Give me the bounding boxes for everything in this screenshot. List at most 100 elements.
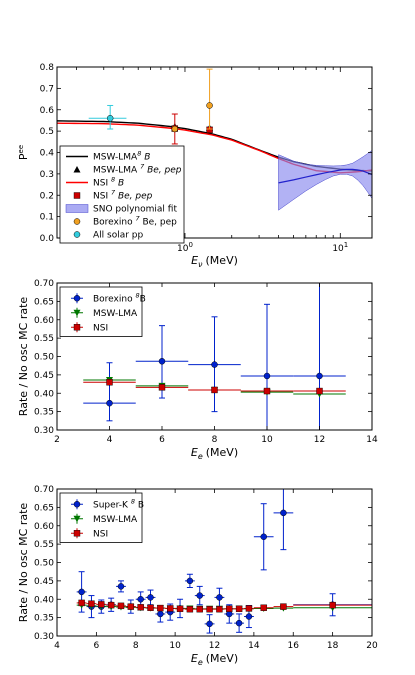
data-point — [253, 503, 274, 571]
legend-label: All solar pp — [93, 231, 144, 241]
y-tick-label: 0.50 — [34, 353, 54, 363]
legend-label: NSI — [93, 529, 108, 539]
y-tick-label: 0.30 — [34, 426, 54, 436]
y-tick-label: 0.45 — [34, 577, 54, 587]
data-point — [83, 362, 136, 422]
legend-item: SNO polynomial fit — [65, 204, 177, 215]
legend: Borexino 8B MSW-LMA NSI — [59, 286, 146, 337]
marker — [316, 372, 323, 380]
legend-marker — [73, 501, 81, 508]
legend-band — [65, 204, 89, 213]
legend-item: MSW-LMA — [71, 307, 138, 319]
legend-marker — [73, 324, 81, 331]
marker — [263, 387, 271, 395]
data-point — [175, 605, 185, 613]
x-axis-label: Ee (MeV) — [191, 652, 238, 667]
x-tick-label: 4 — [107, 435, 113, 445]
marker — [117, 602, 125, 610]
data-point — [206, 68, 213, 130]
marker — [206, 605, 213, 613]
chart-panel-1: 0.0 0.1 0.2 0.3 0.4 0.5 0.6 0.7 0.8 100 101 Eν (MeV)… — [17, 63, 373, 269]
y-tick-label: 0.55 — [34, 334, 54, 344]
y-tick-label: 0.6 — [40, 106, 55, 116]
series-3 — [83, 379, 346, 395]
data-point — [135, 384, 189, 391]
legend-marker — [73, 231, 81, 238]
sno-central-line — [278, 168, 373, 184]
legend-item: Super-K 8 B — [71, 497, 144, 510]
legend-item: MSW-LMA — [71, 513, 138, 525]
legend-box — [59, 145, 185, 244]
y-tick-label: 0.7 — [40, 84, 54, 94]
legend-label: Borexino 7 Be, pep — [93, 215, 177, 228]
x-tick-label: 12 — [209, 641, 220, 651]
series-6 — [171, 68, 213, 145]
marker — [158, 384, 166, 391]
marker — [137, 596, 144, 603]
marker — [106, 379, 113, 386]
x-axis-label: Eν (MeV) — [191, 254, 238, 269]
data-point — [184, 573, 195, 588]
y-tick-label: 0.8 — [40, 63, 55, 73]
legend-label: MSW-LMA8 B — [93, 150, 150, 163]
data-point — [293, 601, 372, 609]
marker — [157, 604, 164, 612]
legend-marker — [73, 218, 81, 225]
legend-item: MSW-LMA8 B — [66, 150, 150, 163]
data-point — [293, 387, 346, 395]
marker — [186, 577, 194, 585]
y-tick-label: 0.40 — [34, 595, 54, 605]
x-tick-label: 6 — [159, 435, 165, 445]
marker — [186, 605, 194, 613]
legend-item: NSI 8 B — [66, 176, 124, 189]
marker — [137, 604, 144, 611]
legend-label: NSI — [93, 323, 108, 333]
data-point — [155, 604, 166, 612]
legend-label: NSI 7 Be, pep — [93, 189, 153, 202]
marker — [88, 600, 95, 607]
legend-item: Borexino 8B — [71, 291, 146, 304]
legend-marker — [73, 309, 81, 317]
x-axis-label: Ee (MeV) — [191, 446, 238, 461]
y-tick-label: 0.50 — [34, 559, 54, 569]
x-tick-label: 20 — [366, 641, 378, 651]
marker — [127, 603, 135, 610]
marker — [176, 605, 184, 613]
y-tick-label: 0.1 — [40, 213, 54, 223]
marker — [263, 372, 271, 380]
data-point — [244, 605, 254, 612]
marker — [171, 125, 179, 133]
legend-label: Borexino 8B — [93, 291, 146, 304]
data-point — [194, 585, 205, 606]
marker — [211, 386, 218, 394]
data-point — [188, 316, 241, 413]
data-point — [214, 605, 225, 613]
marker — [98, 601, 105, 608]
marker — [260, 604, 267, 611]
legend-item: NSI — [71, 322, 108, 333]
data-point — [234, 605, 245, 613]
data-point — [165, 605, 176, 612]
marker — [196, 592, 203, 599]
data-point — [204, 605, 215, 613]
x-tick-label: 8 — [133, 641, 139, 651]
marker — [117, 583, 125, 590]
marker — [226, 605, 233, 613]
legend-item: All solar pp — [73, 231, 144, 241]
data-point — [145, 589, 156, 606]
marker — [235, 619, 243, 627]
marker — [245, 605, 253, 612]
marker — [216, 605, 223, 613]
legend: Super-K 8 B MSW-LMA NSI — [59, 492, 144, 543]
legend-item: NSI 7 Be, pep — [73, 189, 153, 202]
data-point — [125, 603, 136, 610]
data-point — [135, 325, 189, 399]
x-tick-label: 100 — [177, 241, 193, 254]
x-tick-label: 6 — [94, 641, 100, 651]
y-tick-label: 0.55 — [34, 540, 54, 550]
data-point — [96, 601, 107, 608]
y-tick-label: 0.0 — [40, 234, 55, 244]
x-tick-label: 16 — [288, 641, 300, 651]
data-point — [76, 599, 87, 607]
